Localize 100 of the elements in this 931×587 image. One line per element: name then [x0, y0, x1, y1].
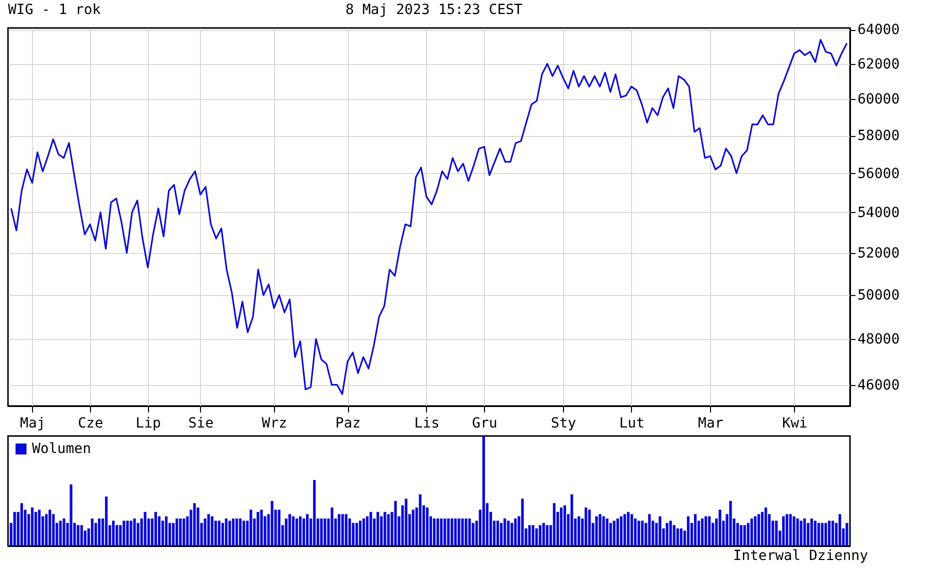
- bar: [669, 520, 672, 546]
- bar: [458, 518, 460, 546]
- bar: [507, 520, 510, 546]
- bar: [775, 520, 778, 546]
- chart-title: WIG - 1 rok: [8, 2, 101, 18]
- bar: [207, 514, 210, 546]
- bar: [638, 520, 640, 546]
- bar: [232, 518, 235, 546]
- bar: [584, 508, 588, 546]
- bar: [161, 520, 164, 546]
- bar: [380, 516, 383, 546]
- bar: [376, 512, 380, 546]
- bar: [387, 514, 390, 546]
- bar: [341, 514, 344, 546]
- bar: [394, 500, 397, 546]
- bar: [98, 518, 101, 546]
- bar: [144, 512, 146, 546]
- bar: [34, 512, 38, 546]
- bar: [620, 516, 623, 546]
- bar: [831, 520, 834, 546]
- bar: [366, 516, 369, 546]
- bar: [838, 514, 842, 546]
- bar: [461, 518, 464, 546]
- bar: [436, 518, 440, 546]
- bar: [13, 512, 16, 546]
- y-tick-label: 50000: [858, 288, 900, 304]
- bar: [214, 520, 217, 546]
- bar: [616, 518, 619, 546]
- bar: [126, 520, 129, 546]
- bar: [444, 518, 446, 546]
- x-tick-label: Mar: [698, 416, 724, 432]
- bar: [700, 518, 704, 546]
- bar: [658, 516, 662, 546]
- bar: [560, 508, 563, 546]
- y-tick-label: 46000: [858, 377, 900, 394]
- bar: [355, 522, 358, 546]
- bar: [154, 512, 158, 546]
- bar: [743, 525, 746, 546]
- bar: [532, 525, 534, 546]
- y-tick-label: 62000: [858, 56, 900, 72]
- bar: [404, 498, 408, 546]
- y-tick-label: 54000: [858, 204, 900, 221]
- bar: [104, 496, 108, 546]
- bar: [750, 518, 754, 546]
- bar: [630, 514, 634, 546]
- bar: [218, 520, 220, 546]
- bar: [757, 514, 760, 546]
- bar: [598, 514, 602, 546]
- bar: [256, 512, 260, 546]
- text: Interwal Dzienny: [732, 548, 868, 564]
- bar: [179, 518, 182, 546]
- bar: [164, 516, 168, 546]
- bar: [468, 518, 471, 546]
- bar: [30, 508, 34, 546]
- bar: [500, 522, 503, 546]
- bar: [542, 522, 545, 546]
- bar: [59, 520, 62, 546]
- bar: [786, 514, 788, 546]
- bar: [292, 516, 295, 546]
- bar: [454, 518, 457, 546]
- bar: [432, 518, 436, 546]
- bar: [623, 514, 626, 546]
- bar: [496, 520, 500, 546]
- bar: [369, 512, 372, 546]
- bar: [306, 514, 309, 546]
- bar: [704, 516, 708, 546]
- bar: [330, 508, 334, 546]
- chart-subtitle: 8 Maj 2023 15:23 CEST: [345, 2, 522, 18]
- bar: [80, 525, 83, 546]
- bar: [193, 503, 196, 546]
- y-tick-label: 60000: [858, 92, 900, 108]
- bar: [90, 518, 94, 546]
- bar: [250, 510, 252, 546]
- bar: [412, 510, 414, 546]
- bar: [535, 528, 538, 546]
- bar: [76, 525, 80, 546]
- x-tick-label: Sie: [188, 416, 214, 432]
- bar: [94, 522, 98, 546]
- bar: [718, 510, 722, 546]
- bar: [552, 503, 556, 546]
- bar: [588, 510, 591, 546]
- bar: [270, 500, 274, 546]
- bar: [235, 518, 238, 546]
- bar: [228, 520, 232, 546]
- x-tick-label: Lis: [414, 416, 440, 432]
- bar: [210, 516, 214, 546]
- bar: [472, 522, 474, 546]
- bar: [612, 520, 616, 546]
- bar: [450, 518, 454, 546]
- bar: [440, 518, 443, 546]
- bar: [242, 520, 246, 546]
- bar: [514, 518, 517, 546]
- bar: [260, 510, 263, 546]
- bar: [510, 522, 514, 546]
- bar: [112, 520, 115, 546]
- bar: [806, 522, 810, 546]
- bar: [344, 514, 348, 546]
- bar: [133, 518, 136, 546]
- bar: [666, 522, 668, 546]
- bar: [800, 520, 802, 546]
